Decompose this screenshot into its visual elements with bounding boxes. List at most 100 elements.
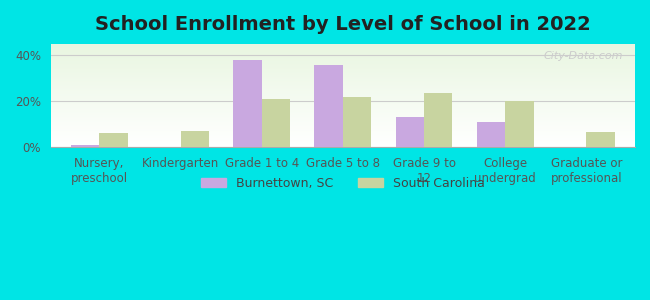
Bar — [51, 88, 635, 89]
Bar — [71, 145, 99, 147]
Bar — [51, 77, 635, 78]
Bar — [51, 127, 635, 128]
Bar — [51, 141, 635, 142]
Bar — [51, 62, 635, 64]
Bar — [51, 87, 635, 88]
Bar — [51, 146, 635, 147]
Bar — [51, 106, 635, 107]
Bar — [51, 55, 635, 56]
Bar — [51, 73, 635, 74]
Bar — [51, 85, 635, 86]
Bar — [51, 104, 635, 105]
Bar — [51, 105, 635, 106]
Bar — [51, 136, 635, 137]
Legend: Burnettown, SC, South Carolina: Burnettown, SC, South Carolina — [196, 172, 490, 195]
Bar — [51, 103, 635, 104]
Bar — [51, 80, 635, 81]
Bar — [51, 76, 635, 77]
Bar — [51, 58, 635, 59]
Bar — [315, 64, 343, 147]
Bar — [51, 125, 635, 127]
Bar — [343, 97, 371, 147]
Bar — [51, 111, 635, 112]
Bar — [51, 71, 635, 72]
Bar — [51, 44, 635, 45]
Bar — [51, 123, 635, 124]
Bar — [51, 90, 635, 92]
Bar — [51, 53, 635, 54]
Bar — [51, 135, 635, 136]
Bar — [51, 48, 635, 49]
Bar — [51, 89, 635, 90]
Bar — [51, 68, 635, 69]
Bar — [51, 66, 635, 67]
Bar — [51, 109, 635, 110]
Bar — [51, 108, 635, 109]
Bar — [396, 117, 424, 147]
Bar — [51, 145, 635, 146]
Bar — [51, 143, 635, 144]
Bar — [51, 117, 635, 118]
Bar — [51, 99, 635, 100]
Bar — [51, 116, 635, 117]
Bar — [51, 128, 635, 130]
Bar — [51, 84, 635, 85]
Bar — [51, 79, 635, 80]
Bar — [51, 61, 635, 62]
Bar — [51, 134, 635, 135]
Bar — [51, 93, 635, 94]
Bar — [51, 82, 635, 83]
Bar — [233, 60, 262, 147]
Bar — [51, 140, 635, 141]
Bar — [51, 64, 635, 66]
Bar — [51, 57, 635, 58]
Bar — [51, 67, 635, 68]
Bar — [51, 121, 635, 122]
Bar — [51, 102, 635, 103]
Bar — [181, 131, 209, 147]
Title: School Enrollment by Level of School in 2022: School Enrollment by Level of School in … — [95, 15, 591, 34]
Bar — [424, 93, 452, 147]
Bar — [51, 94, 635, 95]
Bar — [51, 47, 635, 48]
Bar — [505, 101, 534, 147]
Bar — [51, 60, 635, 62]
Bar — [51, 122, 635, 123]
Bar — [51, 142, 635, 143]
Bar — [51, 144, 635, 145]
Bar — [51, 115, 635, 116]
Bar — [262, 99, 290, 147]
Bar — [51, 130, 635, 132]
Bar — [51, 137, 635, 138]
Bar — [51, 97, 635, 98]
Bar — [51, 100, 635, 101]
Bar — [51, 54, 635, 55]
Bar — [51, 81, 635, 82]
Bar — [51, 133, 635, 134]
Bar — [51, 78, 635, 79]
Bar — [51, 72, 635, 73]
Bar — [51, 119, 635, 120]
Bar — [51, 101, 635, 102]
Bar — [51, 139, 635, 140]
Bar — [51, 75, 635, 76]
Bar — [51, 132, 635, 133]
Bar — [51, 112, 635, 113]
Bar — [51, 118, 635, 119]
Bar — [51, 52, 635, 53]
Bar — [51, 69, 635, 70]
Bar — [51, 51, 635, 52]
Bar — [51, 138, 635, 139]
Bar — [51, 49, 635, 50]
Bar — [51, 98, 635, 99]
Bar — [51, 70, 635, 71]
Bar — [51, 45, 635, 46]
Bar — [51, 110, 635, 111]
Bar — [51, 46, 635, 47]
Bar — [51, 120, 635, 121]
Bar — [51, 59, 635, 60]
Bar — [51, 50, 635, 51]
Bar — [51, 114, 635, 115]
Bar — [476, 122, 505, 147]
Bar — [51, 107, 635, 108]
